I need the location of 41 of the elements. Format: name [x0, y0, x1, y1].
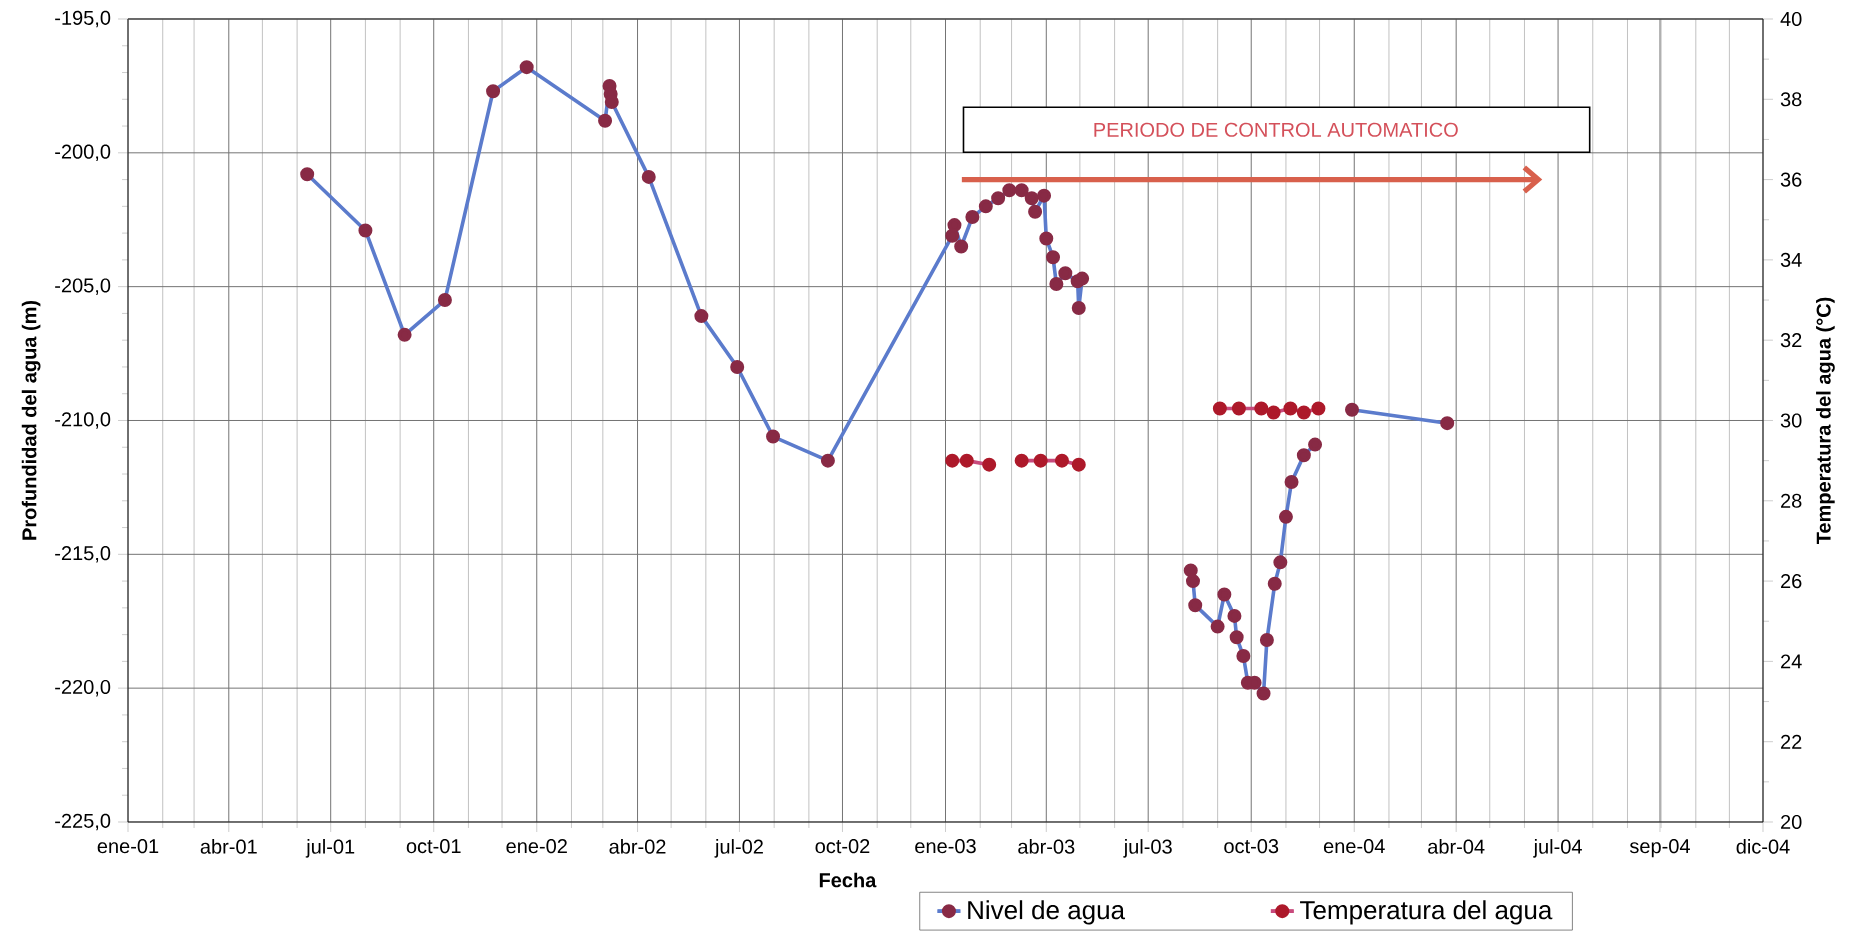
y-axis-title: Profundidad del agua (m) — [21, 300, 41, 540]
y-tick-label: -205,0 — [55, 278, 111, 295]
x-axis-title: Fecha — [819, 872, 877, 888]
x-tick-label: ene-02 — [506, 839, 567, 854]
x-tick-label: jul-04 — [1533, 839, 1582, 858]
x-tick-label: ene-01 — [97, 839, 159, 854]
y-tick-label: -195,0 — [55, 10, 111, 28]
y2-tick-label: 32 — [1780, 333, 1802, 348]
y-tick-label: -220,0 — [55, 679, 111, 697]
legend-label: Temperatura del agua — [1300, 900, 1553, 925]
y2-tick-label: 36 — [1780, 172, 1802, 187]
x-tick-label: oct-01 — [406, 839, 461, 854]
annotation: PERIODO DE CONTROL AUTOMATICO — [1094, 122, 1458, 137]
y2-tick-label: 20 — [1781, 814, 1802, 830]
y2-tick-label: 34 — [1780, 252, 1802, 267]
y-tick-label: -210,0 — [55, 412, 111, 429]
x-tick-label: dic-04 — [1736, 839, 1790, 854]
x-tick-label: oct-02 — [815, 839, 870, 854]
y2-tick-label: 40 — [1780, 11, 1802, 27]
y2-axis-title: Temperatura del agua (°C) — [1816, 297, 1835, 545]
x-tick-label: abr-03 — [1018, 839, 1075, 854]
x-tick-label: abr-02 — [609, 839, 666, 854]
x-tick-label: jul-02 — [714, 839, 763, 858]
y-tick-label: -225,0 — [55, 813, 111, 831]
y2-tick-label: 38 — [1780, 92, 1802, 107]
y-tick-label: -200,0 — [55, 144, 111, 162]
y2-tick-label: 30 — [1780, 413, 1802, 428]
y2-tick-label: 24 — [1781, 654, 1802, 669]
legend-label: Nivel de agua — [968, 900, 1126, 925]
x-tick-label: sep-04 — [1629, 839, 1690, 858]
x-tick-label: abr-01 — [200, 839, 257, 854]
y2-tick-label: 22 — [1781, 734, 1802, 749]
y-tick-label: -215,0 — [55, 546, 111, 563]
x-tick-label: abr-04 — [1428, 839, 1485, 854]
y2-tick-label: 26 — [1781, 574, 1802, 589]
y2-tick-label: 28 — [1781, 493, 1802, 508]
x-tick-label: jul-03 — [1123, 839, 1172, 858]
x-tick-label: jul-01 — [305, 839, 355, 858]
x-tick-label: ene-04 — [1323, 839, 1385, 854]
x-tick-label: oct-03 — [1224, 839, 1279, 854]
x-tick-label: ene-03 — [915, 839, 976, 854]
